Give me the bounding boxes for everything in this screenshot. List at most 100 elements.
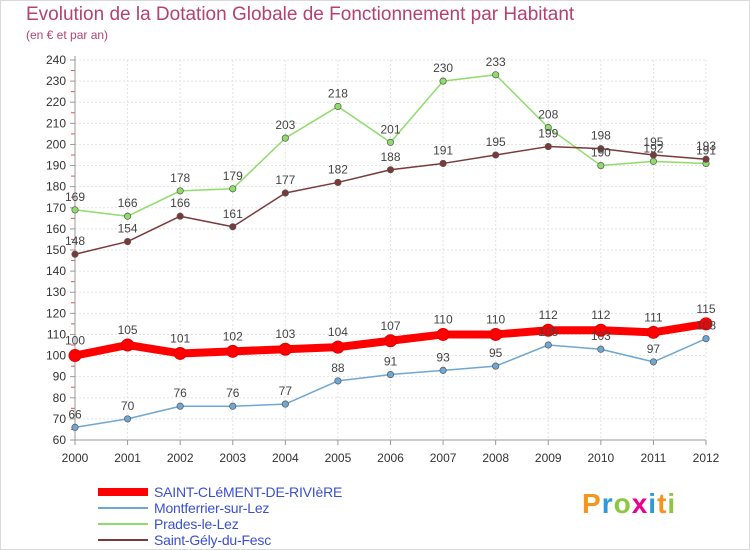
data-point [176,402,184,410]
y-tick-label: 230 [46,74,66,88]
data-label: 195 [643,135,663,149]
data-label: 77 [279,384,293,398]
data-label: 110 [434,312,453,326]
data-point [492,151,500,159]
data-point [541,323,555,337]
data-point [124,415,132,423]
data-point [281,400,289,408]
data-label: 182 [328,162,348,176]
data-label: 191 [696,143,716,157]
data-point [386,371,395,379]
logo-letter: i [648,488,658,519]
data-label: 112 [539,308,558,322]
data-point [278,342,292,356]
data-point [281,134,289,142]
data-label: 115 [696,302,715,316]
y-tick-label: 80 [53,391,67,405]
x-tick-label: 2007 [430,451,457,465]
data-label: 107 [380,319,400,333]
data-point [226,344,240,358]
data-label: 188 [380,150,400,164]
legend-label: Montferrier-sur-Lez [154,500,270,516]
data-label: 195 [486,135,506,149]
y-tick-label: 180 [46,180,66,194]
data-point [71,423,79,431]
y-tick-label: 120 [46,306,66,320]
data-label: 101 [170,331,190,345]
data-label: 91 [384,355,398,369]
data-label: 193 [696,139,716,153]
y-tick-label: 200 [46,137,66,151]
y-tick-label: 90 [53,370,67,384]
data-label: 208 [538,108,558,122]
y-tick-label: 190 [46,159,66,173]
y-tick-label: 150 [46,243,66,257]
legend-swatch-saint-gely [98,539,148,541]
y-tick-label: 160 [46,222,66,236]
data-label: 199 [538,127,558,141]
data-label: 179 [223,169,243,183]
data-point [281,189,289,197]
data-point [649,358,657,366]
data-point [492,71,500,79]
x-tick-label: 2009 [535,451,562,465]
x-tick-label: 2011 [641,451,667,465]
data-label: 97 [647,342,661,356]
data-point [176,212,184,220]
legend-swatch-saint-clement [98,488,148,496]
y-tick-label: 220 [46,95,66,109]
logo-letter: o [613,488,632,519]
legend-swatch-prades [98,523,148,525]
data-label: 192 [643,141,663,155]
chart-title: Evolution de la Dotation Globale de Fonc… [26,4,575,25]
data-label: 105 [118,323,138,337]
data-label: 66 [68,407,82,421]
x-tick-label: 2002 [167,451,194,465]
data-label: 76 [226,386,240,400]
logo-letter: x [631,488,649,519]
legend-item: Montferrier-sur-Lez [98,500,342,516]
legend-item: Prades-le-Lez [98,516,342,532]
data-point [646,325,660,339]
data-point [649,157,657,165]
data-label: 203 [275,118,295,132]
data-label: 103 [591,329,611,343]
data-point [597,145,605,153]
data-label: 102 [223,329,243,343]
legend-item: SAINT-CLéMENT-DE-RIVIèRE [98,484,342,500]
x-tick-label: 2004 [272,451,299,465]
legend-label: SAINT-CLéMENT-DE-RIVIèRE [154,484,343,500]
data-point [229,185,237,193]
data-label: 190 [591,146,611,160]
logo-letter: P [582,488,602,519]
data-point [121,338,135,352]
y-tick-label: 110 [47,327,66,341]
data-label: 112 [591,308,610,322]
data-label: 166 [118,196,138,210]
legend-swatch-montferrier [98,507,148,509]
data-point [334,102,342,110]
data-label: 105 [538,325,558,339]
data-point [439,77,447,85]
legend: SAINT-CLéMENT-DE-RIVIèRE Montferrier-sur… [98,484,342,548]
data-point [597,162,605,170]
grid [74,59,707,441]
y-tick-label: 100 [46,349,66,363]
data-label: 191 [433,143,453,157]
data-label: 108 [696,319,716,333]
logo-letter: r [601,488,614,519]
data-point [229,223,237,231]
data-label: 233 [486,55,506,69]
data-point [439,159,447,167]
chart-subtitle: (en € et par an) [26,28,109,42]
x-tick-label: 2005 [325,451,352,465]
data-point [702,335,710,343]
y-tick-label: 210 [46,116,66,130]
axes: 6070809010011012013014015016017018019020… [46,53,720,465]
data-point [702,155,710,163]
data-point [71,206,79,214]
y-tick-label: 240 [46,53,66,67]
x-tick-label: 2006 [377,451,404,465]
